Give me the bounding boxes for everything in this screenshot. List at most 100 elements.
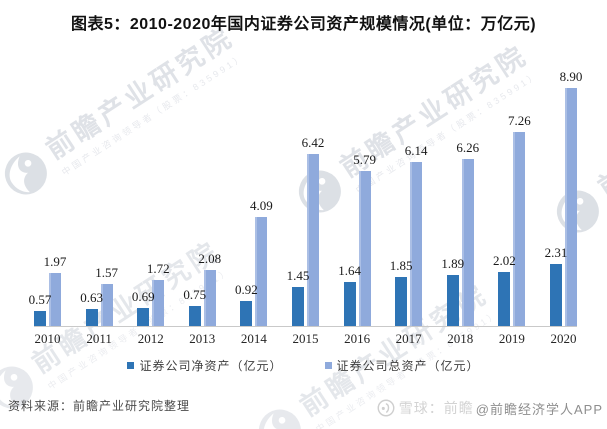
total-asset-bar [513,131,526,326]
net-asset-bar [291,287,304,326]
total-asset-bar [564,88,577,326]
bar-value-label: 2.08 [198,251,222,267]
net-asset-bar [343,282,356,326]
year-label: 2010 [34,331,61,346]
net-asset-barwrap: 0.63 [80,88,103,326]
total-asset-bar [306,154,319,326]
year-label: 2019 [498,331,525,346]
legend-label: 证券公司总资产（亿元） [336,359,480,373]
bar-group: 2.02 7.26 2019 [493,88,531,346]
bar-value-label: 1.57 [95,265,118,281]
total-asset-barwrap: 8.90 [560,69,582,326]
net-asset-bar [446,275,459,326]
net-asset-barwrap: 1.45 [287,88,309,326]
net-asset-bar [188,305,201,326]
net-asset-bar [240,301,253,326]
total-asset-barwrap: 4.09 [250,88,273,326]
year-label: 2014 [240,331,267,346]
total-asset-barwrap: 1.72 [147,88,170,326]
total-asset-barwrap: 7.26 [508,88,531,326]
total-asset-barwrap: 6.14 [405,88,428,326]
source-note: 资料来源：前瞻产业研究院整理 [8,399,191,413]
legend: 证券公司净资产（亿元） 证券公司总资产（亿元） [0,357,607,374]
bar-value-label: 6.26 [456,139,480,155]
year-label: 2013 [189,331,216,346]
bar-value-label: 0.63 [80,290,103,306]
total-asset-barwrap: 5.79 [353,88,376,326]
total-asset-barwrap: 6.42 [302,88,324,326]
bar-group: 1.64 5.79 2016 [338,88,376,346]
year-label: 2012 [137,331,164,346]
legend-item: 证券公司净资产（亿元） [127,357,282,374]
net-asset-barwrap: 0.69 [132,88,155,326]
net-asset-barwrap: 2.31 [545,88,567,326]
bar-group: 0.75 2.08 2013 [183,88,221,346]
bar-group: 0.63 1.57 2011 [80,88,118,346]
bar-group: 1.45 6.42 2015 [287,88,325,346]
net-asset-bar [498,271,511,326]
year-label: 2017 [395,331,422,346]
year-label: 2018 [447,331,474,346]
total-asset-barwrap: 6.26 [456,88,479,326]
bar-value-label: 1.85 [389,257,413,273]
total-asset-bar [49,273,61,326]
bar-value-label: 0.92 [235,282,258,298]
net-asset-bar [395,276,408,326]
net-asset-barwrap: 0.75 [183,88,206,326]
chart-title: 图表5：2010-2020年国内证券公司资产规模情况(单位：万亿元) [70,16,537,33]
legend-swatch [324,362,332,369]
net-asset-barwrap: 0.57 [29,88,51,326]
bar-value-label: 8.90 [559,69,583,84]
bar-group: 1.89 6.26 2018 [441,88,479,346]
bar-value-label: 1.45 [286,268,310,284]
net-asset-bar [85,309,98,326]
bar-group: 0.57 1.97 2010 [29,88,67,346]
total-asset-bar [100,284,113,326]
bar-value-label: 4.09 [250,197,273,213]
total-asset-bar [410,161,423,326]
app-attribution: @前瞻经济学人APP [475,401,603,417]
year-label: 2015 [292,331,319,346]
bar-value-label: 2.31 [544,245,568,261]
total-asset-barwrap: 2.08 [198,88,221,326]
net-asset-bar [137,307,150,326]
bar-value-label: 1.72 [146,261,170,277]
legend-swatch [127,362,135,369]
bar-value-label: 1.64 [338,263,361,279]
year-label: 2016 [344,331,371,346]
legend-item: 证券公司总资产（亿元） [324,357,480,374]
bar-value-label: 7.26 [507,112,531,128]
total-asset-bar [152,280,165,326]
year-label: 2011 [86,331,112,346]
legend-label: 证券公司净资产（亿元） [139,359,283,373]
share-attribution: 雪球：前瞻 @前瞻经济学人APP [377,398,603,418]
total-asset-bar [203,270,216,326]
net-asset-barwrap: 1.89 [441,88,464,326]
bar-group: 1.85 6.14 2017 [390,88,428,346]
net-asset-bar [34,310,46,326]
bar-value-label: 0.57 [28,291,52,307]
year-label: 2020 [550,331,577,346]
bar-value-label: 0.75 [183,286,207,302]
net-asset-barwrap: 2.02 [493,88,516,326]
bar-group: 0.92 4.09 2014 [235,88,273,346]
footer: 资料来源：前瞻产业研究院整理 雪球：前瞻 @前瞻经济学人APP [0,389,607,429]
net-asset-barwrap: 0.92 [235,88,258,326]
xueqiu-label: 雪球：前瞻 [398,400,474,416]
net-asset-bar [549,264,562,326]
watermark-text: 前瞻产业研究院 中国产业咨询领导者（股票：835991） [592,59,607,203]
bar-value-label: 6.14 [404,142,428,158]
bar-value-label: 0.69 [131,288,155,304]
total-asset-bar [255,216,268,326]
total-asset-bar [461,158,474,326]
bar-value-label: 5.79 [353,152,376,168]
xueqiu-snowball-icon [377,399,395,417]
bar-group: 2.31 8.90 2020 [545,69,583,346]
bar-value-label: 1.89 [441,256,465,272]
bar-group: 0.69 1.72 2012 [132,88,170,346]
total-asset-barwrap: 1.57 [95,88,118,326]
total-asset-bar [358,171,371,326]
bar-value-label: 6.42 [301,135,325,151]
bar-value-label: 2.02 [492,252,516,268]
